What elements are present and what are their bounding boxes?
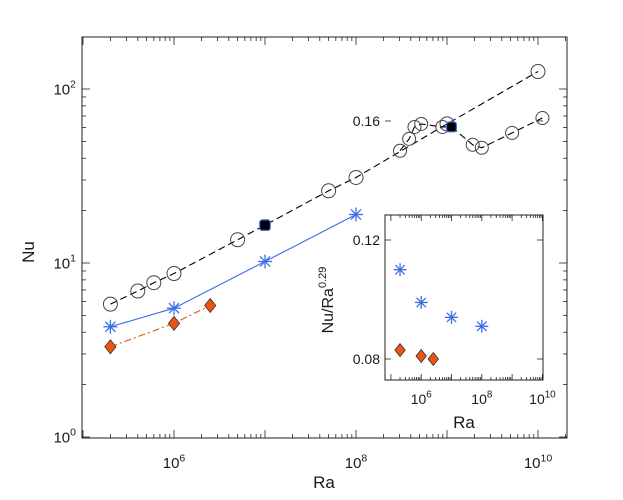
main-x-tick-label-0: 106 (163, 452, 186, 472)
inset-s1-asterisk-marker-3 (475, 319, 489, 333)
inset-x-axis-label: Ra (453, 413, 475, 432)
main-series-lines (110, 71, 539, 348)
main-y-tick-label-1: 101 (53, 253, 76, 273)
main-y-tick-label-2: 102 (53, 79, 76, 99)
inset-tick-labels: 106 108 1010 0.08 0.12 0.16 (353, 113, 556, 407)
main-s1-asterisk-marker-3 (349, 207, 363, 222)
inset-s1-asterisk-marker-1 (414, 295, 428, 309)
inset-s0-circle-open-marker-8 (505, 125, 520, 140)
main-s0-circle-open-marker-6 (321, 183, 337, 199)
inset-ticks (385, 120, 543, 380)
main-s2-diamond-marker-0 (104, 339, 117, 355)
inset-s1-asterisk-marker-0 (393, 263, 407, 277)
inset-x-tick-label-0: 106 (411, 390, 433, 407)
inset-y-axis-label-exp: 0.29 (317, 267, 329, 288)
inset-y-tick-label-1: 0.12 (353, 232, 380, 248)
inset-y-tick-label-0: 0.08 (353, 351, 380, 367)
main-tick-labels: 106 108 1010 100 101 102 (53, 79, 552, 473)
inset-y-axis-label: Nu/Ra0.29 (317, 267, 337, 334)
inset-y-tick-label-2: 0.16 (353, 113, 380, 129)
inset-markers (393, 111, 550, 367)
main-s2-diamond-marker-2 (204, 297, 217, 314)
main-s0-circle-open-marker-9 (530, 64, 546, 80)
main-s0-circle-open-marker-2 (146, 275, 162, 291)
inset-s0-circle-open-marker-3 (414, 116, 429, 131)
main-s0-circle-open-marker-4 (230, 232, 246, 248)
main-s1-asterisk-marker-2 (258, 254, 272, 269)
inset-s0-circle-open-marker-9 (535, 111, 550, 126)
main-s1-asterisk-marker-1 (167, 301, 181, 316)
inset-s0-circle-open-marker-1 (402, 131, 417, 146)
main-x-tick-label-1: 108 (345, 452, 368, 472)
main-x-tick-label-2: 1010 (524, 452, 553, 472)
inset-x-tick-label-1: 108 (471, 390, 493, 407)
inset-s1-asterisk-marker-2 (445, 310, 459, 324)
main-s0-circle-open-marker-7 (348, 170, 364, 186)
inset-plot-frame (384, 214, 544, 381)
inset-s0-circle-open-marker-6 (465, 137, 480, 152)
main-s0-circle-open-marker-0 (102, 296, 118, 312)
main-series-line-2 (110, 304, 211, 348)
main-y-tick-label-0: 100 (53, 427, 76, 447)
main-s0-circle-open-marker-3 (166, 266, 182, 282)
inset-s0-circle-open-marker-7 (474, 140, 489, 155)
main-s1-asterisk-marker-0 (103, 319, 118, 334)
main-y-axis-label: Nu (19, 241, 38, 263)
inset-s2-diamond-marker-1 (415, 348, 427, 364)
inset-s0-circle-open-marker-0 (393, 143, 408, 158)
main-s2-diamond-marker-1 (167, 315, 181, 331)
inset-s0-circle-open-marker-5-filled (446, 121, 457, 133)
main-markers (102, 64, 546, 355)
inset-s2-diamond-marker-2 (427, 351, 439, 367)
main-x-axis-label: Ra (313, 473, 335, 492)
main-series-line-0 (110, 71, 539, 305)
inset-x-tick-label-2: 1010 (529, 390, 556, 407)
main-ticks (82, 37, 567, 438)
main-series-line-1 (110, 214, 357, 328)
main-s0-circle-open-marker-1 (130, 283, 146, 299)
inset-s0-circle-open-marker-2 (407, 119, 422, 134)
main-s0-circle-open-marker-5-filled (259, 219, 271, 232)
inset-y-axis-label-base: Nu/Ra (320, 288, 337, 333)
inset-s2-diamond-marker-0 (394, 342, 406, 358)
